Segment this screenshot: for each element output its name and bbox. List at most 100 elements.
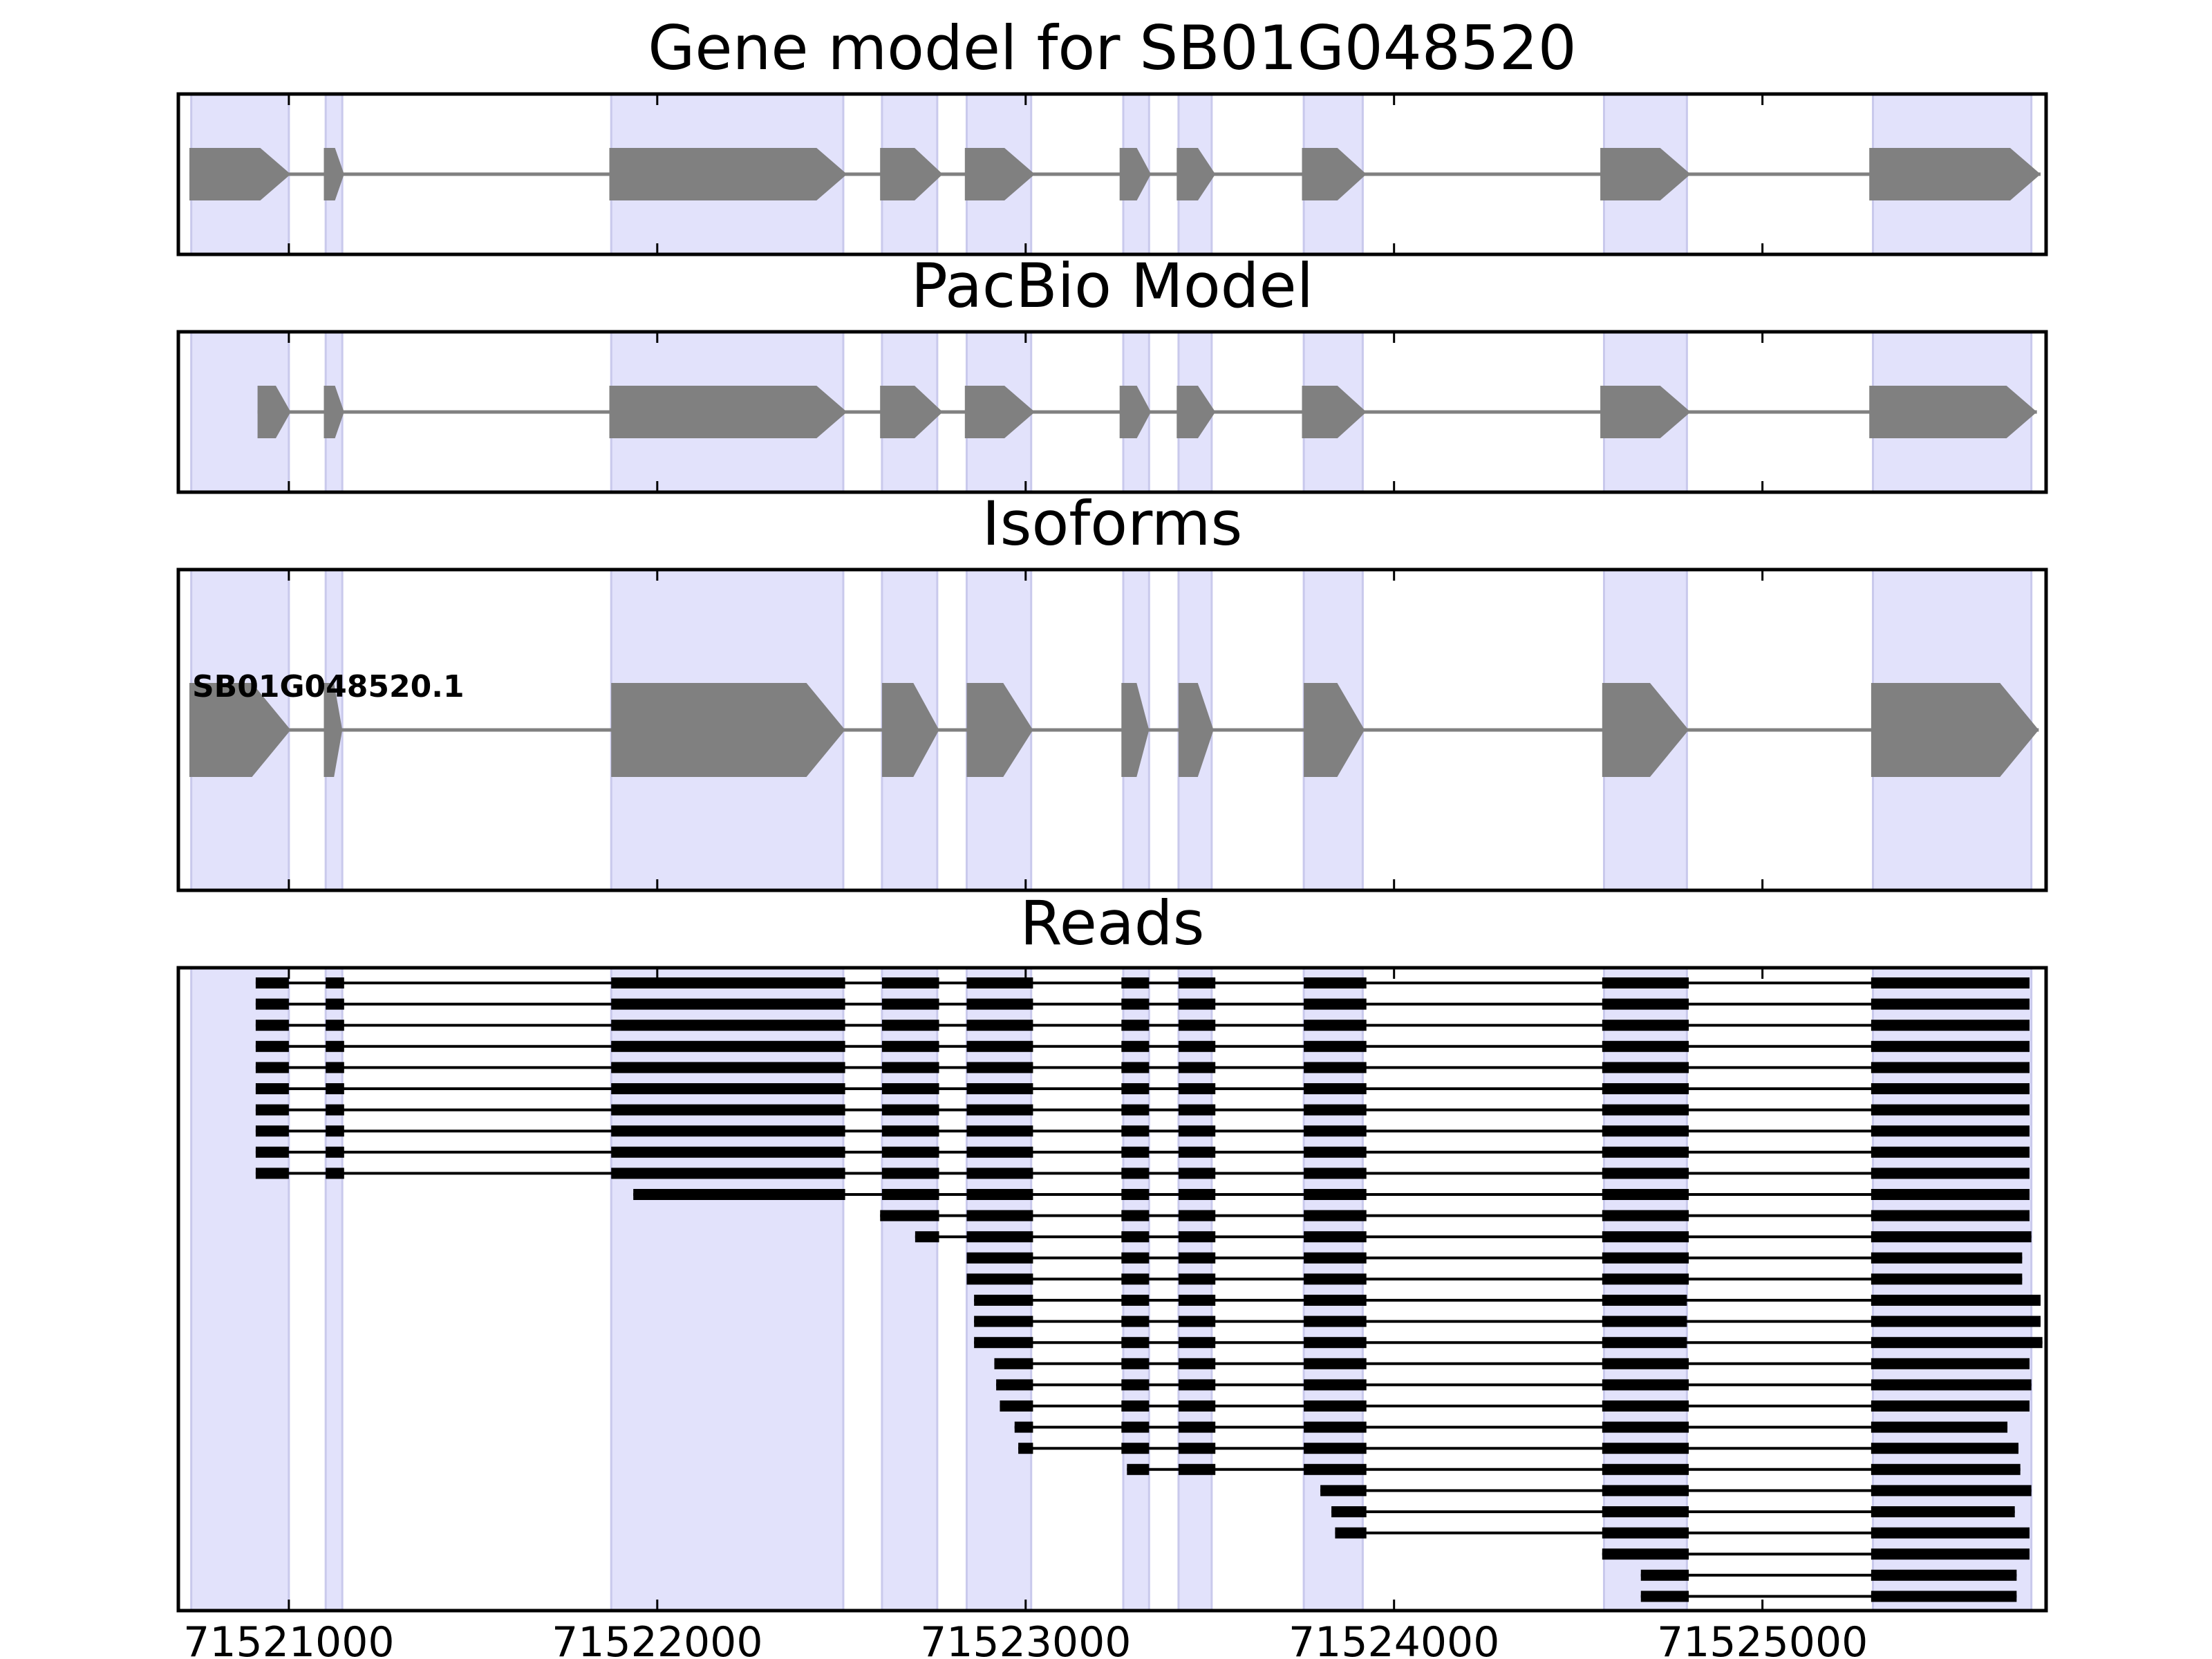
read-block bbox=[326, 1146, 344, 1158]
isoform-label: SB01G048520.1 bbox=[192, 669, 465, 704]
read-block bbox=[1602, 1527, 1689, 1539]
read-block bbox=[881, 998, 939, 1010]
read-block bbox=[1127, 1463, 1150, 1475]
x-tick-label: 71521000 bbox=[183, 1618, 394, 1659]
read-block bbox=[1602, 1295, 1687, 1306]
read-block bbox=[1602, 1168, 1689, 1179]
read-block bbox=[1178, 1315, 1216, 1327]
read-block bbox=[1320, 1485, 1367, 1497]
axes-frame bbox=[176, 568, 2048, 892]
read-block bbox=[255, 1040, 289, 1052]
read-block bbox=[915, 1231, 939, 1243]
panel-title: Isoforms bbox=[982, 488, 1243, 559]
exon-arrow bbox=[1302, 148, 1367, 200]
read-block bbox=[1121, 1337, 1150, 1349]
read-block bbox=[1121, 1295, 1150, 1306]
exon-arrow bbox=[609, 148, 847, 200]
read-block bbox=[881, 1083, 939, 1094]
read-block bbox=[974, 1295, 1033, 1306]
read-block bbox=[611, 998, 845, 1010]
read-block bbox=[1121, 1146, 1150, 1158]
read-block bbox=[1304, 1379, 1367, 1391]
exon-arrow bbox=[1177, 386, 1216, 438]
read-block bbox=[326, 1040, 344, 1052]
read-block bbox=[974, 1337, 1033, 1349]
read-block bbox=[1304, 1083, 1367, 1094]
read-block bbox=[1121, 977, 1150, 988]
read-block bbox=[1178, 1083, 1216, 1094]
pacbio-model-panel: PacBio Model bbox=[176, 250, 2048, 494]
read-block bbox=[1304, 1358, 1367, 1369]
read-block bbox=[326, 1020, 344, 1031]
read-block bbox=[966, 1083, 1033, 1094]
read-block bbox=[326, 1168, 344, 1179]
exon-arrow bbox=[1602, 683, 1689, 777]
exon-arrow bbox=[964, 148, 1035, 200]
read-block bbox=[326, 1125, 344, 1137]
read-block bbox=[1602, 1062, 1689, 1074]
read-block bbox=[255, 1020, 289, 1031]
read-block bbox=[1121, 1358, 1150, 1369]
read-block bbox=[1304, 1210, 1367, 1221]
exon-arrow bbox=[189, 148, 291, 200]
highlight-region bbox=[1122, 966, 1150, 1612]
read-block bbox=[255, 1062, 289, 1074]
read-block bbox=[1640, 1591, 1689, 1602]
highlight-region bbox=[1302, 966, 1364, 1612]
read-block bbox=[633, 1189, 845, 1200]
exon-arrow bbox=[1304, 683, 1365, 777]
read-block bbox=[966, 977, 1033, 988]
read-block bbox=[1871, 1421, 2008, 1433]
read-block bbox=[881, 1146, 939, 1158]
read-block bbox=[326, 1062, 344, 1074]
read-block bbox=[1121, 1062, 1150, 1074]
read-block bbox=[1178, 1020, 1216, 1031]
read-block bbox=[1871, 998, 2030, 1010]
read bbox=[255, 1125, 2030, 1137]
read-block bbox=[1121, 1020, 1150, 1031]
read-block bbox=[1178, 1443, 1216, 1454]
read-block bbox=[1871, 1231, 2032, 1243]
read-block bbox=[1121, 1189, 1150, 1200]
read-block bbox=[881, 1040, 939, 1052]
read bbox=[1602, 1548, 2030, 1560]
read-block bbox=[1178, 1104, 1216, 1116]
exon-arrow bbox=[189, 683, 291, 777]
read-block bbox=[1178, 1189, 1216, 1200]
read-block bbox=[326, 977, 344, 988]
read-block bbox=[611, 1062, 845, 1074]
read bbox=[1320, 1485, 2032, 1497]
read-block bbox=[994, 1358, 1033, 1369]
read bbox=[1018, 1443, 2019, 1454]
x-tick-label: 71523000 bbox=[920, 1618, 1131, 1659]
read-block bbox=[1121, 1273, 1150, 1285]
read-block bbox=[966, 1273, 1033, 1285]
read bbox=[633, 1189, 2030, 1200]
read bbox=[255, 1040, 2030, 1052]
read-block bbox=[966, 1168, 1033, 1179]
read bbox=[255, 998, 2030, 1010]
read-block bbox=[611, 1040, 845, 1052]
read-block bbox=[1871, 1125, 2030, 1137]
exon-arrow bbox=[324, 386, 344, 438]
read-block bbox=[1121, 1168, 1150, 1179]
read-block bbox=[611, 1104, 845, 1116]
read-block bbox=[1871, 1104, 2030, 1116]
read-block bbox=[1602, 1040, 1689, 1052]
read-block bbox=[966, 998, 1033, 1010]
read bbox=[966, 1273, 2023, 1285]
read-block bbox=[966, 1210, 1033, 1221]
read-block bbox=[1178, 1062, 1216, 1074]
read-block bbox=[611, 977, 845, 988]
highlight-region bbox=[1872, 966, 2033, 1612]
read bbox=[1331, 1506, 2015, 1517]
read-block bbox=[1178, 1231, 1216, 1243]
read-block bbox=[966, 1125, 1033, 1137]
read-block bbox=[1602, 1210, 1689, 1221]
read-block bbox=[1602, 1104, 1689, 1116]
read-block bbox=[1871, 1295, 2041, 1306]
read-block bbox=[1304, 1463, 1367, 1475]
read-block bbox=[1871, 1040, 2030, 1052]
x-tick-label: 71525000 bbox=[1657, 1618, 1868, 1659]
read-block bbox=[1602, 1421, 1689, 1433]
